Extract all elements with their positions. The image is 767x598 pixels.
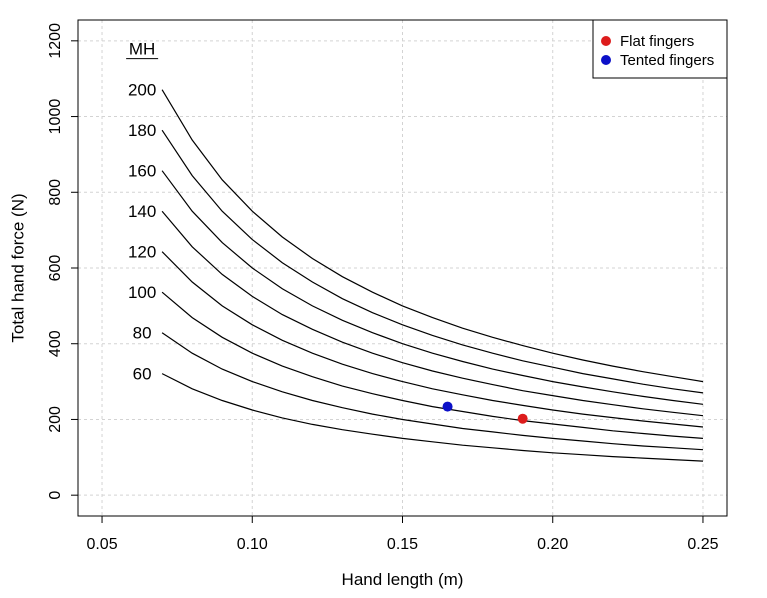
grid [78,20,727,516]
legend-label: Flat fingers [620,33,694,50]
curve-mh-80 [161,332,704,451]
legend-marker [601,36,611,46]
curve-label: 180 [128,121,156,140]
curve-label: 100 [128,283,156,302]
curve-mh-200 [161,89,704,383]
x-tick-label: 0.25 [687,536,718,553]
curve-mh-180 [161,129,704,394]
curve-mh-60 [161,373,704,462]
legend-marker [601,55,611,65]
curve-label: 80 [133,324,152,343]
curve-mh-140 [161,210,704,417]
curve-label: 140 [128,202,156,221]
y-axis: 0 200 400 600 800 1000 1200 [47,23,78,500]
y-tick-label: 0 [47,491,64,500]
x-axis-title: Hand length (m) [342,570,464,589]
x-axis: 0.05 0.10 0.15 0.20 0.25 [86,516,719,553]
curve-mh-160 [161,170,704,405]
x-tick-label: 0.15 [387,536,418,553]
curve-mh-120 [161,251,704,428]
curve-label: 60 [133,365,152,384]
x-tick-label: 0.20 [537,536,568,553]
y-tick-label: 600 [47,255,64,282]
y-tick-label: 1000 [47,99,64,135]
data-points [442,401,528,424]
y-tick-label: 400 [47,330,64,357]
y-tick-label: 1200 [47,23,64,59]
point-tented-fingers [442,401,453,412]
x-tick-label: 0.05 [86,536,117,553]
y-axis-title: Total hand force (N) [8,193,27,342]
curves: 60 80 100 120 140 160 180 200 [128,81,704,462]
curve-label: 160 [128,162,156,181]
curve-mh-100 [161,291,704,439]
curve-label: 200 [128,81,156,100]
x-tick-label: 0.10 [237,536,268,553]
point-flat-fingers [517,413,528,424]
legend: Flat fingers Tented fingers [592,19,728,79]
curve-label: 120 [128,243,156,262]
mh-group-label: MH [129,40,155,59]
legend-box [592,19,728,79]
legend-label: Tented fingers [620,52,714,69]
y-tick-label: 200 [47,406,64,433]
y-tick-label: 800 [47,179,64,206]
